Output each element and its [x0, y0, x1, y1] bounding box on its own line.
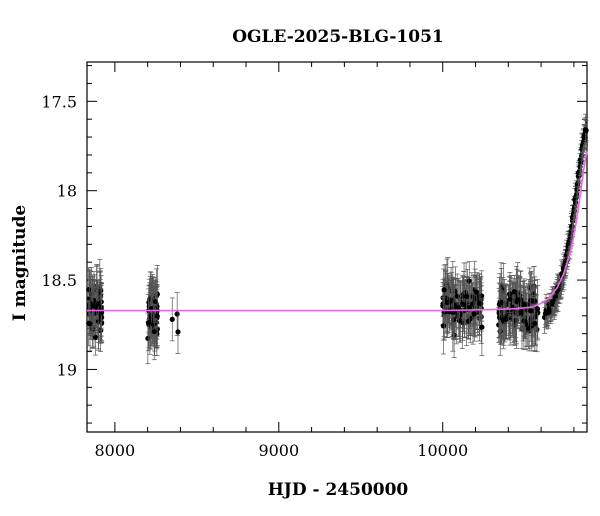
data-point [174, 311, 180, 317]
data-point [527, 308, 534, 314]
chart-title: OGLE-2025-BLG-1051 [232, 27, 444, 47]
plot-area: 8000 9000 10000 17.5 18 18.5 19 [41, 61, 589, 460]
data-point [150, 321, 156, 327]
data-point [90, 303, 96, 309]
plot-frame [86, 61, 588, 433]
x-axis-label: HJD - 2450000 [268, 480, 409, 500]
y-tick-label: 19 [57, 360, 77, 379]
y-tick-label: 17.5 [41, 92, 77, 111]
data-point [521, 301, 527, 307]
data-point [145, 335, 151, 342]
data-point [449, 298, 455, 304]
data-point [169, 316, 175, 322]
x-tick-label: 9000 [258, 441, 299, 460]
data-point [152, 299, 158, 305]
data-point [455, 304, 461, 311]
data-point [471, 311, 477, 317]
data-point [511, 289, 517, 295]
y-axis-label: I magnitude [10, 205, 30, 322]
x-tick-label: 8000 [95, 441, 136, 460]
data-point [451, 332, 457, 338]
data-point [502, 316, 508, 322]
y-tick-label: 18.5 [41, 271, 77, 290]
x-tick-label: 10000 [417, 441, 468, 460]
data-point [472, 296, 478, 302]
data-point [513, 309, 519, 316]
data-point [92, 334, 99, 340]
data-point [583, 127, 589, 134]
data-point [532, 320, 538, 327]
data-point [466, 305, 473, 311]
data-point [456, 318, 462, 324]
data-point [87, 321, 93, 327]
data-point [86, 287, 92, 293]
data-point [95, 301, 101, 307]
data-point [473, 289, 479, 295]
data-point [518, 309, 524, 315]
data-point [534, 306, 541, 312]
data-point [479, 293, 485, 299]
data-point [506, 309, 512, 315]
data-point [454, 293, 460, 299]
data-point [151, 328, 157, 335]
data-point [499, 299, 505, 305]
data-point [515, 297, 521, 303]
data-point [154, 313, 160, 319]
data-point [145, 320, 151, 326]
data-point [465, 318, 472, 324]
data-point [470, 301, 476, 307]
data-point [478, 301, 484, 307]
data-point [463, 293, 469, 300]
data-point [441, 287, 447, 293]
data-point [504, 301, 510, 307]
data-point [175, 329, 181, 335]
data-point [86, 296, 92, 302]
data-point [507, 296, 513, 302]
data-point [479, 324, 485, 330]
model-curve [87, 151, 588, 312]
data-point [582, 134, 588, 141]
data-point [440, 323, 447, 329]
data-point [460, 301, 466, 307]
y-tick-label: 18 [57, 182, 77, 201]
